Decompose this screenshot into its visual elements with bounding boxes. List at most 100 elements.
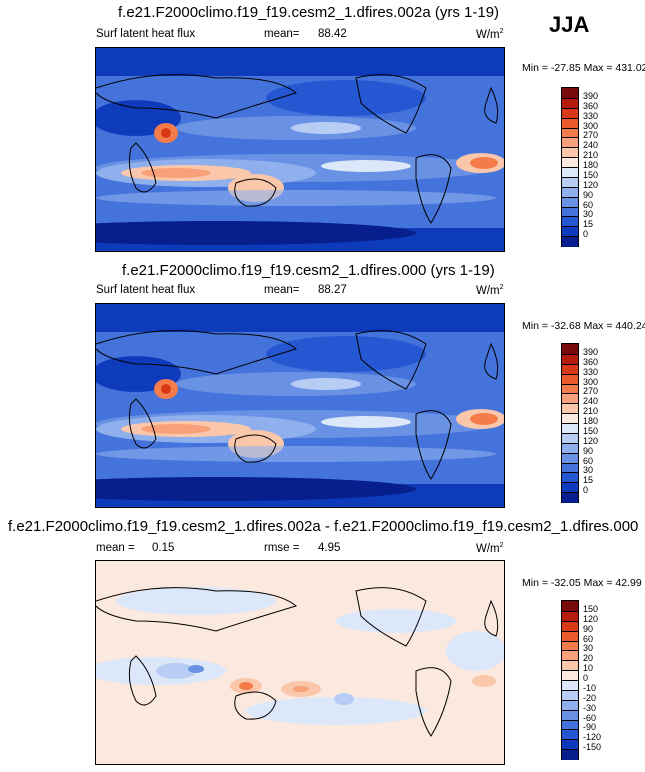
panel2-colorbar-tick-label: 0	[583, 485, 589, 496]
panel1-map	[95, 47, 505, 252]
panel3-colorbar-segment	[562, 630, 578, 642]
panel3-colorbar-tick-label: -90	[583, 722, 597, 733]
panel1-colorbar-tick-label: 15	[583, 219, 594, 230]
panel1-colorbar-tick-label: 180	[583, 160, 599, 170]
panel1-colorbar-tick-label: 90	[583, 189, 594, 200]
panel1-colorbar-segment	[562, 97, 578, 109]
panel2-colorbar-segment	[562, 492, 578, 503]
panel1-colorbar-tick-label: 60	[583, 199, 594, 210]
panel2-colorbar-tick-label: 90	[583, 445, 594, 456]
panel1-colorbar-segment	[562, 206, 578, 218]
panel1-colorbar-segment	[562, 196, 578, 208]
panel1-colorbar-tick-label: 330	[583, 110, 599, 121]
panel2-colorbar-segment	[562, 452, 578, 464]
panel3-colorbar-segment	[562, 729, 578, 741]
panel1-mean-value: 88.42	[318, 28, 347, 40]
panel2-colorbar-tick-label: 150	[583, 425, 599, 436]
panel3-colorbar-tick-label: 60	[583, 633, 594, 644]
panel2-colorbar-segment	[562, 344, 578, 355]
panel1-mean-label: mean=	[264, 28, 300, 40]
panel2-colorbar-tick-label: 120	[583, 435, 599, 446]
panel1-colorbar-segment	[562, 226, 578, 238]
panel2-colorbar-tick-label: 300	[583, 376, 599, 387]
panel2-mean-value: 88.27	[318, 284, 347, 296]
panel3-colorbar-tick-label: 20	[583, 653, 594, 664]
panel3-colorbar-tick-label: 150	[583, 603, 599, 614]
panel3-colorbar-segment	[562, 699, 578, 711]
panel1-colorbar-segment	[562, 216, 578, 228]
panel2-title: f.e21.F2000climo.f19_f19.cesm2_1.dfires.…	[122, 262, 495, 279]
panel2-mean-label: mean=	[264, 284, 300, 296]
panel3-colorbar-segment	[562, 601, 578, 612]
panel3-colorbar-segment	[562, 640, 578, 652]
panel2-colorbar-segment	[562, 403, 578, 415]
panel3-colorbar-segment	[562, 660, 578, 672]
panel2-map-field	[96, 304, 504, 507]
panel3-colorbar-segment	[562, 620, 578, 632]
panel2-variable-label: Surf latent heat flux	[96, 284, 196, 296]
panel3-colorbar-segment	[562, 670, 578, 681]
panel1-colorbar-tick-label: 30	[583, 209, 594, 220]
panel3-colorbar-tick-label: -10	[583, 682, 597, 693]
panel2-units: W/m2	[476, 284, 504, 297]
panel3-colorbar-segment	[562, 650, 578, 662]
panel1-colorbar-segment	[562, 176, 578, 188]
panel2-colorbar-segment	[562, 353, 578, 365]
panel2-colorbar-tick-label: 15	[583, 475, 594, 486]
panel2-colorbar-segment	[562, 393, 578, 405]
panel3-colorbar-tick-label: -60	[583, 712, 597, 723]
panel3-map	[95, 560, 505, 765]
panel3-colorbar-segment	[562, 719, 578, 731]
panel3-rmse-label: rmse =	[264, 542, 300, 554]
panel1-min-max: Min = -27.85 Max = 431.02	[522, 62, 645, 74]
panel1-colorbar-segment	[562, 88, 578, 99]
panel1-title: f.e21.F2000climo.f19_f19.cesm2_1.dfires.…	[118, 4, 500, 21]
panel1-variable-label: Surf latent heat flux	[96, 28, 196, 40]
panel3-colorbar-tick-label: -120	[583, 732, 602, 743]
panel1-colorbar-tick-label: 390	[583, 90, 599, 101]
panel2-colorbar-tick-label: 30	[583, 465, 594, 476]
panel2-colorbar-tick-label: 390	[583, 346, 599, 357]
panel3-mean-label: mean =	[96, 542, 135, 554]
panel1-colorbar-segment	[562, 137, 578, 149]
panel1-colorbar-tick-label: 150	[583, 169, 599, 180]
panel1-colorbar-segment	[562, 157, 578, 168]
panel2-map	[95, 303, 505, 508]
panel2-colorbar-segment	[562, 363, 578, 375]
panel2-colorbar-tick-label: 180	[583, 416, 599, 426]
panel3-map-field	[96, 561, 504, 764]
panel3-colorbar-segment	[562, 709, 578, 721]
panel2-colorbar-tick-label: 60	[583, 455, 594, 466]
panel1-colorbar-segment	[562, 107, 578, 119]
panel3-colorbar-tick-label: 0	[583, 673, 589, 683]
panel2-colorbar-segment	[562, 413, 578, 424]
panel1-map-field	[96, 48, 504, 251]
panel2-colorbar-tick-label: 210	[583, 406, 599, 417]
panel2-colorbar-segment	[562, 462, 578, 474]
panel1-colorbar-tick-label: 0	[583, 229, 589, 240]
panel2-colorbar	[561, 343, 579, 503]
panel1-colorbar-segment	[562, 147, 578, 159]
panel3-min-max: Min = -32.05 Max = 42.99	[522, 577, 642, 589]
panel2-colorbar-segment	[562, 423, 578, 434]
panel1-units: W/m2	[476, 28, 504, 41]
panel2-colorbar-segment	[562, 432, 578, 444]
panel2-colorbar-tick-label: 240	[583, 396, 599, 407]
panel2-colorbar-segment	[562, 482, 578, 494]
panel3-colorbar-segment	[562, 689, 578, 701]
panel3-colorbar-tick-label: 90	[583, 623, 594, 634]
season-label: JJA	[549, 12, 590, 37]
panel3-colorbar-tick-label: 120	[583, 613, 599, 624]
panel3-title: f.e21.F2000climo.f19_f19.cesm2_1.dfires.…	[8, 518, 639, 535]
panel1-colorbar-tick-label: 120	[583, 179, 599, 190]
panel2-colorbar-tick-label: 330	[583, 366, 599, 377]
panel3-colorbar	[561, 600, 579, 760]
panel3-colorbar-segment	[562, 749, 578, 760]
panel1-colorbar	[561, 87, 579, 247]
panel1-colorbar-segment	[562, 236, 578, 247]
panel1-colorbar-tick-label: 270	[583, 130, 599, 141]
panel3-colorbar-tick-label: 10	[583, 663, 594, 674]
panel3-colorbar-segment	[562, 610, 578, 622]
panel2-colorbar-segment	[562, 373, 578, 385]
panel2-colorbar-segment	[562, 383, 578, 395]
